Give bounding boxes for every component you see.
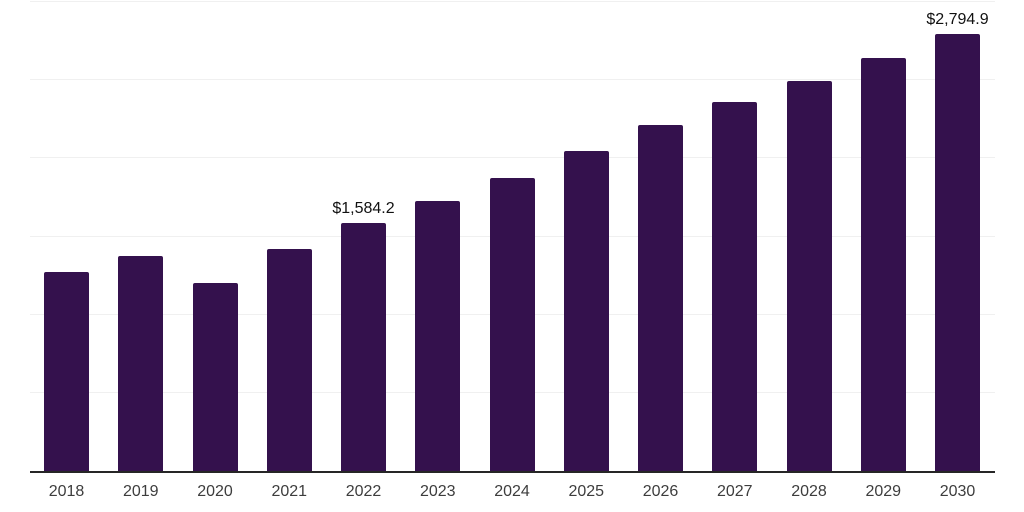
bar-2019: [118, 256, 164, 471]
bar-2024: [489, 177, 535, 471]
x-tick-2024: 2024: [494, 483, 530, 500]
data-label-2030: $2,794.9: [926, 11, 989, 29]
bar-2021: [266, 249, 312, 471]
x-tick-2021: 2021: [271, 483, 308, 500]
gridline-3000: [30, 1, 995, 2]
bar-2027: [712, 102, 758, 471]
x-tick-2026: 2026: [642, 483, 679, 500]
bar-2023: [415, 200, 461, 471]
x-tick-2018: 2018: [48, 483, 85, 500]
gridline-2500: [30, 79, 995, 81]
x-tick-2022: 2022: [345, 483, 382, 500]
bar-2026: [638, 124, 683, 471]
x-tick-2027: 2027: [716, 483, 753, 500]
x-tick-2023: 2023: [419, 483, 456, 500]
bar-2022: [341, 223, 386, 471]
gridline-2000: [30, 157, 995, 159]
bar-2018: [44, 272, 89, 471]
bar-2029: [860, 58, 906, 471]
bar-2020: [192, 283, 238, 471]
x-tick-2020: 2020: [197, 483, 233, 500]
bar-2028: [786, 80, 832, 471]
plot-area: $1,584.2 $2,794.9: [30, 1, 995, 473]
bar-2025: [563, 151, 609, 471]
x-tick-2025: 2025: [568, 483, 605, 500]
x-axis-line: [30, 471, 995, 473]
bar-2030: [935, 34, 980, 471]
x-tick-2030: 2030: [939, 483, 976, 500]
x-tick-2019: 2019: [122, 483, 159, 500]
data-label-2022: $1,584.2: [332, 200, 395, 218]
x-tick-2028: 2028: [791, 483, 827, 500]
x-tick-2029: 2029: [865, 483, 902, 500]
